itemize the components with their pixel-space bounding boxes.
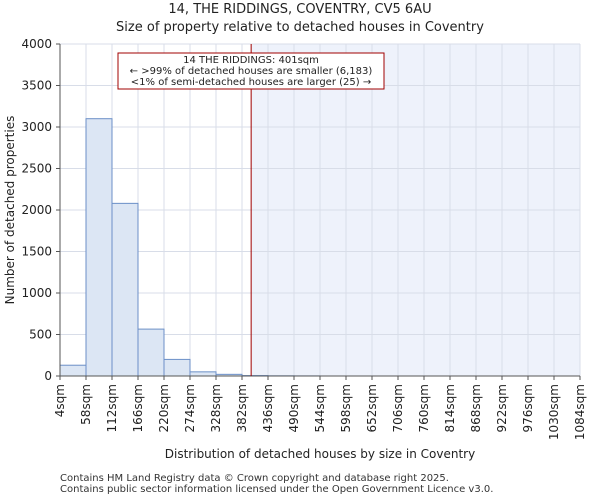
y-tick-label: 3000 (21, 120, 52, 134)
x-tick-label: 220sqm (157, 384, 171, 432)
x-tick-label: 4sqm (53, 384, 67, 417)
x-tick-label: 274sqm (183, 384, 197, 432)
y-tick-label: 3500 (21, 79, 52, 93)
histogram-bar (137, 328, 165, 377)
annotation-line: 14 THE RIDDINGS: 401sqm (183, 55, 319, 66)
y-tick-label: 1500 (21, 245, 52, 259)
y-tick-label: 500 (29, 328, 52, 342)
y-tick-label: 2000 (21, 203, 52, 217)
chart-title: 14, THE RIDDINGS, COVENTRY, CV5 6AU (168, 2, 432, 17)
x-tick-label: 652sqm (365, 384, 379, 432)
annotation-box (117, 52, 385, 90)
x-tick-label: 436sqm (261, 384, 275, 432)
y-axis-title: Number of detached properties (3, 116, 17, 305)
x-tick-label: 58sqm (79, 384, 93, 425)
x-axis-title: Distribution of detached houses by size … (165, 447, 475, 461)
y-tick-label: 4000 (21, 37, 52, 51)
x-tick-label: 814sqm (443, 384, 457, 432)
x-tick-label: 544sqm (313, 384, 327, 432)
x-tick-label: 868sqm (469, 384, 483, 432)
histogram-bar (111, 202, 139, 377)
x-tick-label: 1084sqm (573, 384, 587, 440)
histogram-bar (163, 358, 191, 377)
x-tick-label: 976sqm (521, 384, 535, 432)
footer-line-2: Contains public sector information licen… (60, 484, 494, 495)
annotation-line: ← >99% of detached houses are smaller (6… (130, 66, 373, 77)
y-tick-label: 2500 (21, 162, 52, 176)
annotation-line: <1% of semi-detached houses are larger (… (131, 77, 371, 88)
x-tick-label: 490sqm (287, 384, 301, 432)
x-tick-label: 706sqm (391, 384, 405, 432)
histogram-bar (85, 118, 113, 377)
x-tick-label: 1030sqm (547, 384, 561, 440)
x-tick-label: 112sqm (105, 384, 119, 432)
x-tick-label: 382sqm (235, 384, 249, 432)
y-tick-label: 0 (44, 369, 52, 383)
footer-line-1: Contains HM Land Registry data © Crown c… (60, 473, 449, 484)
x-tick-label: 166sqm (131, 384, 145, 432)
x-tick-label: 922sqm (495, 384, 509, 432)
x-tick-label: 328sqm (209, 384, 223, 432)
chart-subtitle: Size of property relative to detached ho… (116, 20, 484, 35)
x-tick-label: 760sqm (417, 384, 431, 432)
histogram-bar (189, 371, 217, 377)
histogram-bar (59, 364, 87, 377)
x-tick-label: 598sqm (339, 384, 353, 432)
y-tick-label: 1000 (21, 286, 52, 300)
